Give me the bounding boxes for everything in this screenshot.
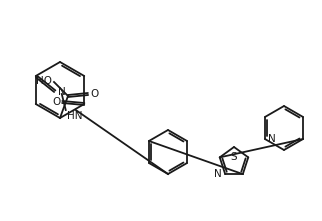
- Text: HN: HN: [67, 111, 82, 121]
- Text: O: O: [52, 97, 60, 107]
- Text: N: N: [58, 87, 65, 97]
- Text: O: O: [90, 89, 98, 99]
- Text: S: S: [231, 152, 237, 162]
- Text: N: N: [268, 134, 276, 144]
- Text: HO: HO: [36, 76, 52, 86]
- Text: N: N: [214, 169, 222, 179]
